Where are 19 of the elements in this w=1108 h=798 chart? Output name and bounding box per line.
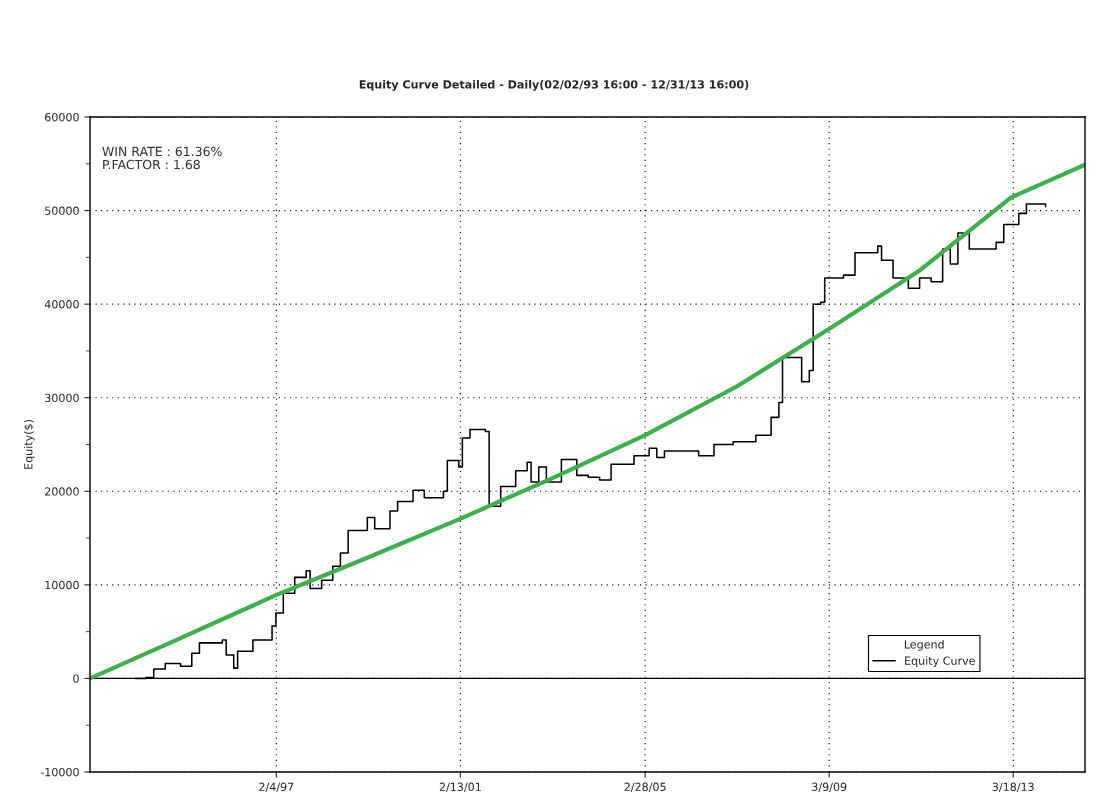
legend-label: Equity Curve [905,656,975,668]
annotation: P.FACTOR : 1.68 [103,159,200,170]
y-tick-label: 0 [73,674,79,683]
y-tick-label: -10000 [40,767,79,777]
legend-title: Legend [904,639,944,651]
x-tick-label: 3/18/13 [992,782,1034,792]
chart-title: Equity Curve Detailed - Daily(02/02/93 16:00 - 12/31/13 16:00) [359,80,749,91]
y-tick-label: 30000 [45,393,79,403]
y-tick-label: 60000 [45,112,79,122]
x-tick-label: 2/28/05 [624,782,666,792]
x-tick-label: 3/9/09 [812,782,847,792]
x-tick-label: 2/13/01 [439,782,481,792]
y-tick-label: 20000 [45,487,79,496]
annotation: WIN RATE : 61.36% [102,146,222,157]
y-tick-label: 40000 [44,300,79,309]
y-tick-label: 10000 [45,580,79,590]
x-tick-label: 2/4/97 [259,782,294,792]
y-tick-label: 50000 [45,206,79,215]
y-axis-title: Equity($) [23,420,35,469]
